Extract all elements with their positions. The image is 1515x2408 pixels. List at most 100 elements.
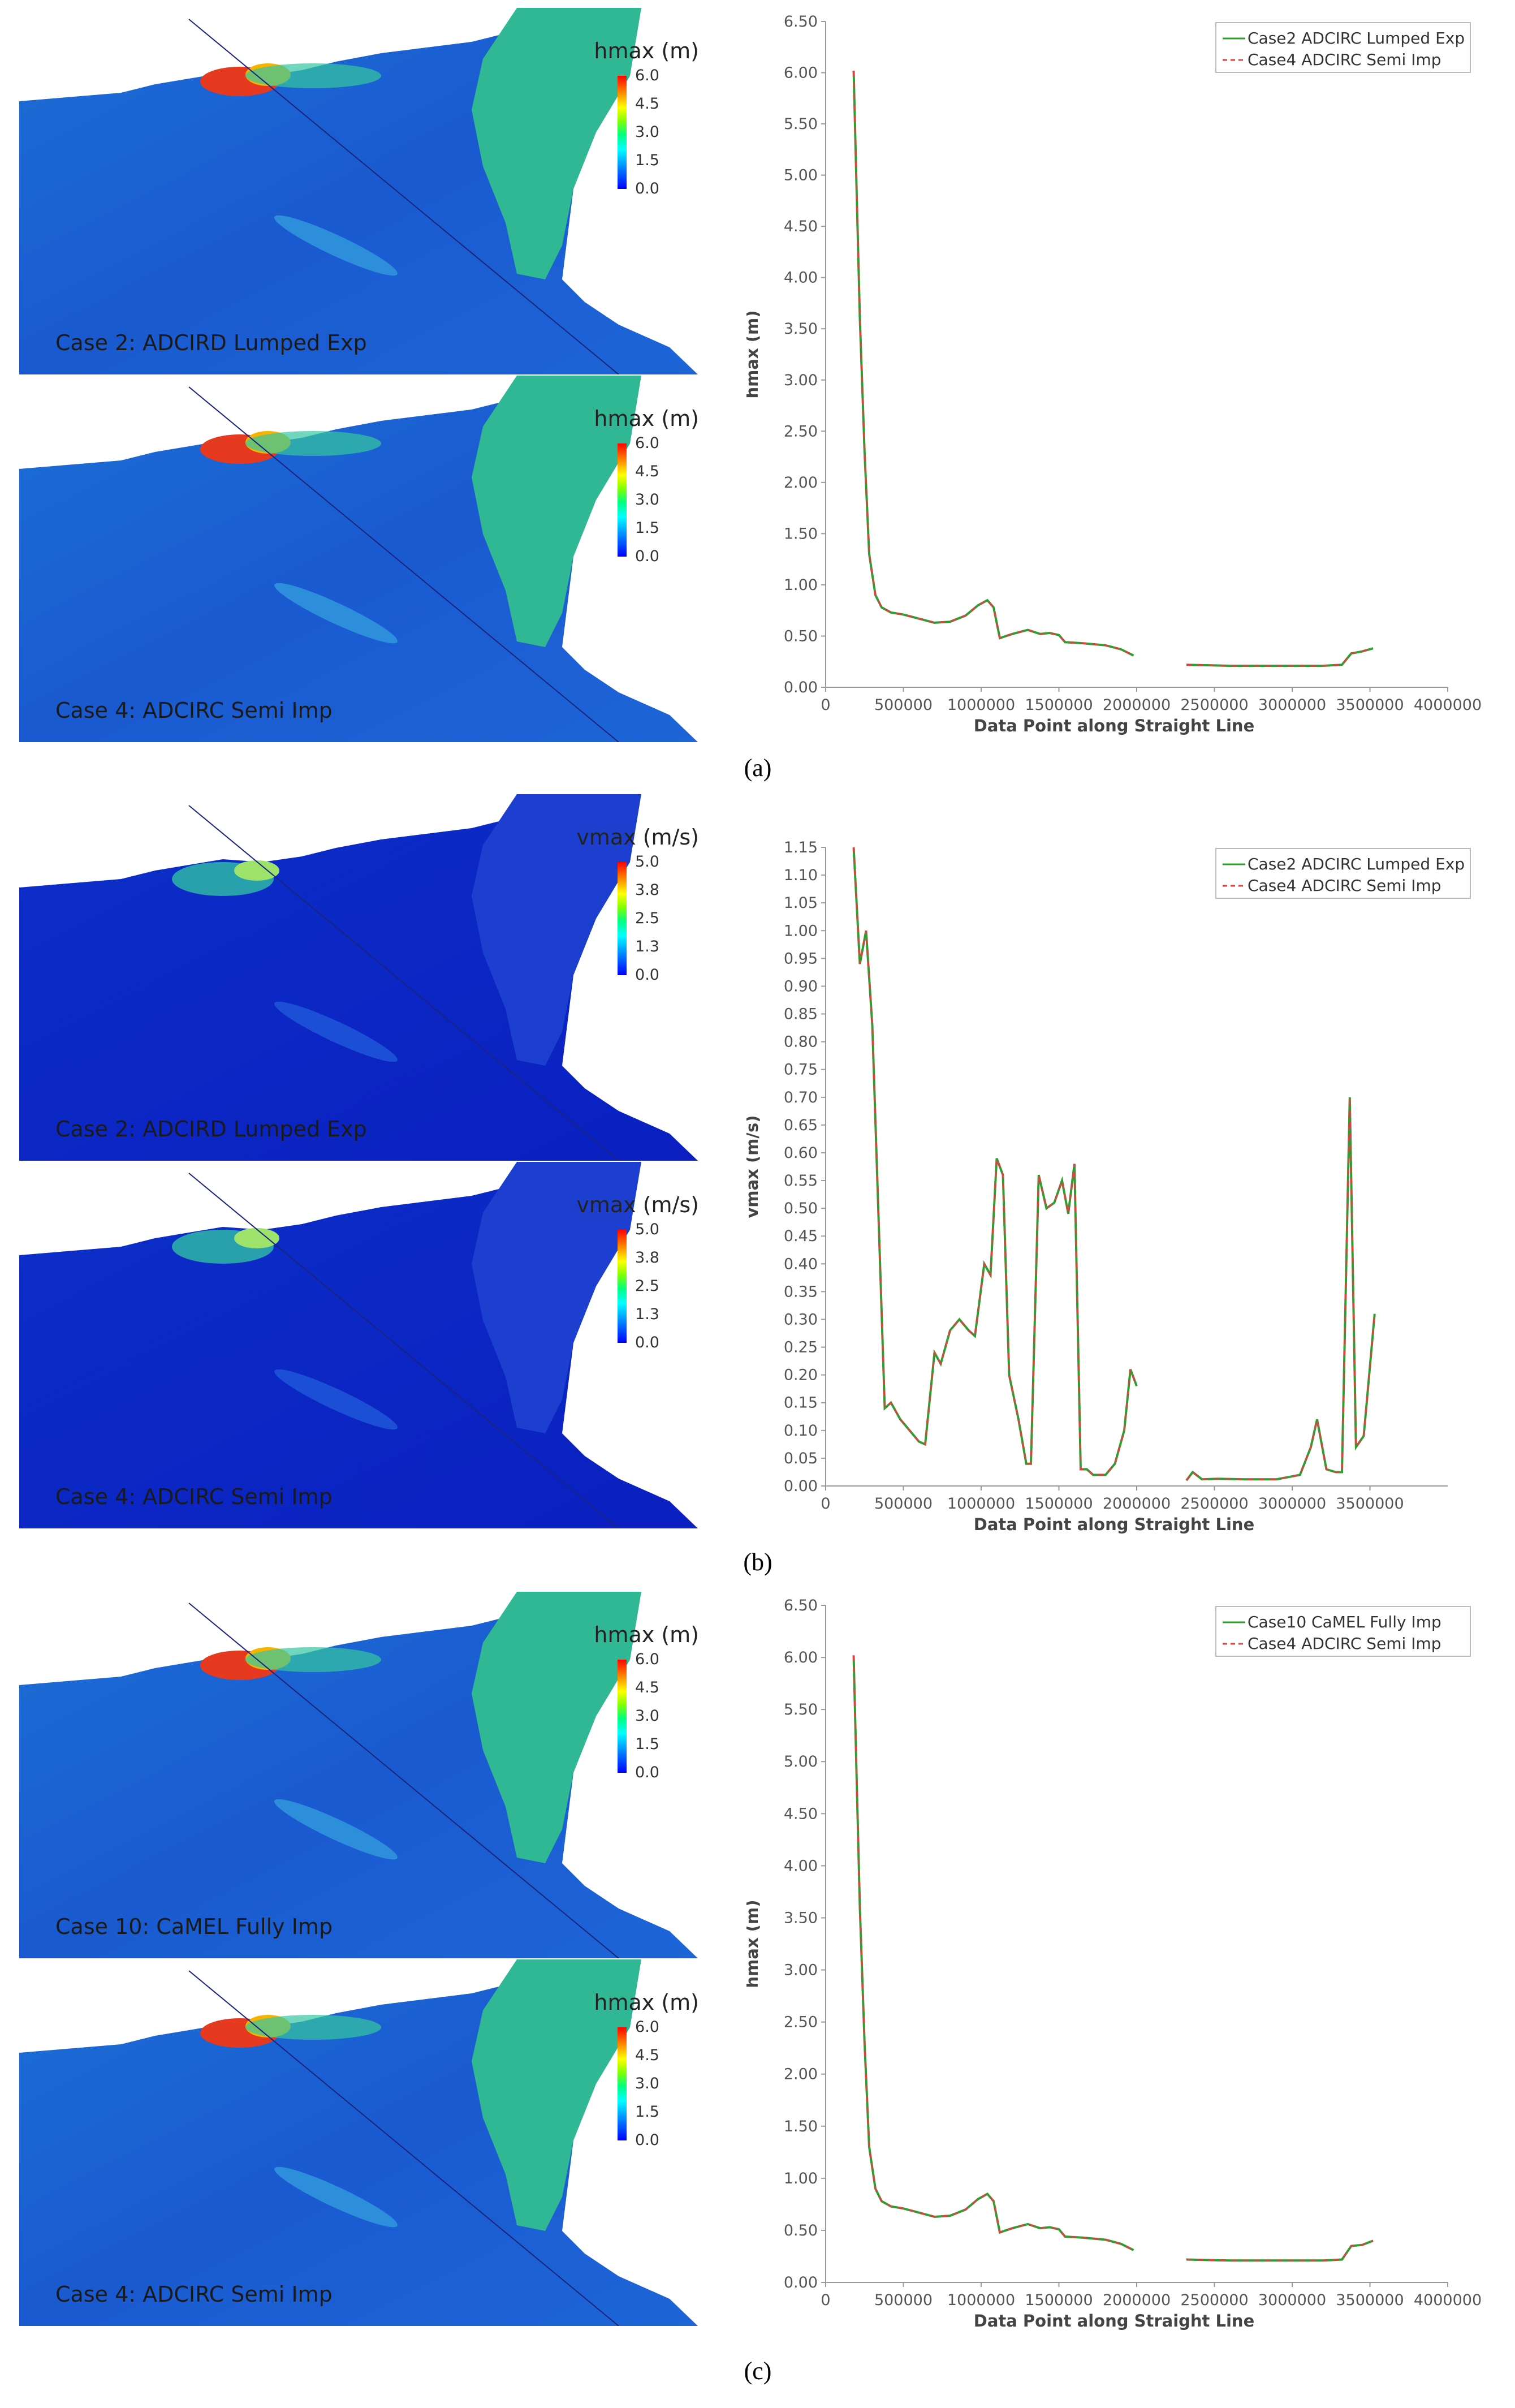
colorbar-tick: 0.0 <box>635 2131 659 2149</box>
colorbar-tick: 6.0 <box>635 434 659 452</box>
land-area <box>562 8 739 374</box>
map-bottom: hmax (m) 6.0 4.5 3.0 1.5 0.0 Case 4: ADC… <box>19 1959 739 2326</box>
colorbar-tick: 5.0 <box>635 1221 659 1238</box>
colorbar-tick: 3.0 <box>635 1707 659 1725</box>
x-tick-label: 3500000 <box>1336 1495 1404 1513</box>
colorbar-tick: 3.0 <box>635 491 659 509</box>
x-tick-label: 500000 <box>874 2291 933 2309</box>
x-tick-label: 3000000 <box>1258 696 1326 714</box>
map-image <box>19 1959 739 2326</box>
y-tick-label: 4.00 <box>784 269 818 287</box>
y-tick-label: 2.00 <box>784 2066 818 2083</box>
y-tick-label: 4.50 <box>784 1805 818 1823</box>
colorbar <box>618 1660 627 1773</box>
land-area <box>562 1162 739 1528</box>
x-tick-label: 3500000 <box>1336 696 1404 714</box>
legend-label: Case2 ADCIRC Lumped Exp <box>1248 855 1465 873</box>
y-tick-label: 6.50 <box>784 13 818 31</box>
y-tick-label: 5.50 <box>784 1701 818 1718</box>
map-caption: Case 10: CaMEL Fully Imp <box>55 1914 333 1939</box>
x-tick-label: 1000000 <box>947 696 1015 714</box>
y-tick-label: 1.15 <box>784 839 818 856</box>
shelf-area <box>472 1959 641 2231</box>
map-caption: Case 4: ADCIRC Semi Imp <box>55 698 333 723</box>
map-title: vmax (m/s) <box>576 1192 699 1217</box>
x-tick-label: 2500000 <box>1180 696 1248 714</box>
y-tick-label: 5.00 <box>784 167 818 184</box>
colorbar-tick: 1.3 <box>635 938 659 955</box>
map-title: hmax (m) <box>594 38 699 63</box>
transect-line <box>188 805 619 1161</box>
panel-a: hmax (m) 6.0 4.5 3.0 1.5 0.0 Case 2: ADC… <box>0 0 1515 782</box>
y-tick-label: 0.90 <box>784 977 818 995</box>
x-tick-label: 1000000 <box>947 2291 1015 2309</box>
map-image <box>19 794 739 1161</box>
colorbar <box>618 443 627 557</box>
map-caption: Case 2: ADCIRD Lumped Exp <box>55 1117 367 1141</box>
y-tick-label: 1.50 <box>784 525 818 542</box>
legend-label: Case4 ADCIRC Semi Imp <box>1248 1634 1441 1653</box>
x-tick-label: 2500000 <box>1180 1495 1248 1513</box>
y-tick-label: 0.50 <box>784 1200 818 1217</box>
y-tick-label: 0.65 <box>784 1117 818 1134</box>
series-line-dashed <box>1185 1097 1376 1481</box>
x-tick-label: 1000000 <box>947 1495 1015 1513</box>
map-caption: Case 4: ADCIRC Semi Imp <box>55 2282 333 2307</box>
x-tick-label: 1500000 <box>1025 696 1093 714</box>
y-tick-label: 0.05 <box>784 1450 818 1467</box>
y-tick-label: 0.50 <box>784 2222 818 2239</box>
y-tick-label: 0.30 <box>784 1311 818 1328</box>
land-area <box>19 8 517 101</box>
y-tick-label: 5.50 <box>784 115 818 133</box>
current-hotspot <box>234 1228 279 1248</box>
colorbar-tick: 0.0 <box>635 1764 659 1781</box>
shelf-area <box>245 2015 381 2040</box>
colorbar-tick: 3.0 <box>635 123 659 141</box>
y-tick-label: 0.50 <box>784 627 818 645</box>
series-line-dashed <box>853 847 1138 1476</box>
series-line-dashed <box>1186 647 1374 667</box>
land-area <box>562 376 739 742</box>
x-tick-label: 2000000 <box>1103 696 1171 714</box>
y-tick-label: 0.20 <box>784 1367 818 1384</box>
y-tick-label: 5.00 <box>784 1753 818 1771</box>
y-tick-label: 3.00 <box>784 372 818 389</box>
y-tick-label: 0.10 <box>784 1422 818 1440</box>
x-tick-label: 2500000 <box>1180 2291 1248 2309</box>
colorbar-tick: 5.0 <box>635 853 659 871</box>
x-tick-label: 2000000 <box>1103 2291 1171 2309</box>
x-tick-label: 2000000 <box>1103 1495 1171 1513</box>
y-tick-label: 0.40 <box>784 1255 818 1273</box>
y-tick-label: 2.50 <box>784 2014 818 2031</box>
legend-box <box>1215 848 1471 899</box>
map-top: hmax (m) 6.0 4.5 3.0 1.5 0.0 Case 10: Ca… <box>19 1592 739 1958</box>
colorbar <box>618 76 627 189</box>
y-tick-label: 3.50 <box>784 320 818 338</box>
shoal <box>274 583 398 644</box>
shelf-area <box>472 8 641 279</box>
colorbar <box>618 862 627 975</box>
shelf-area <box>472 794 641 1066</box>
colorbar-tick: 0.0 <box>635 548 659 565</box>
colorbar <box>618 1230 627 1343</box>
map-bottom: hmax (m) 6.0 4.5 3.0 1.5 0.0 Case 4: ADC… <box>19 376 739 742</box>
x-tick-label: 0 <box>821 1495 830 1513</box>
panel-b: vmax (m/s) 5.0 3.8 2.5 1.3 0.0 Case 2: A… <box>0 786 1515 1578</box>
shelf-area <box>245 1647 381 1672</box>
colorbar-tick: 4.5 <box>635 1679 659 1696</box>
transect-line <box>188 1970 619 2326</box>
map-image <box>19 376 739 742</box>
map-top: hmax (m) 6.0 4.5 3.0 1.5 0.0 Case 2: ADC… <box>19 8 739 374</box>
series-line-solid <box>1186 647 1374 667</box>
y-tick-label: 0.35 <box>784 1283 818 1300</box>
colorbar-tick: 4.5 <box>635 95 659 113</box>
transect-line <box>188 386 619 742</box>
map-title: hmax (m) <box>594 406 699 431</box>
y-tick-label: 0.25 <box>784 1339 818 1356</box>
x-tick-label: 500000 <box>874 696 933 714</box>
colorbar-tick: 6.0 <box>635 2018 659 2036</box>
y-tick-label: 0.75 <box>784 1061 818 1079</box>
y-tick-label: 0.00 <box>784 2274 818 2291</box>
map-bottom: vmax (m/s) 5.0 3.8 2.5 1.3 0.0 Case 4: A… <box>19 1162 739 1528</box>
land-area <box>19 1162 517 1255</box>
